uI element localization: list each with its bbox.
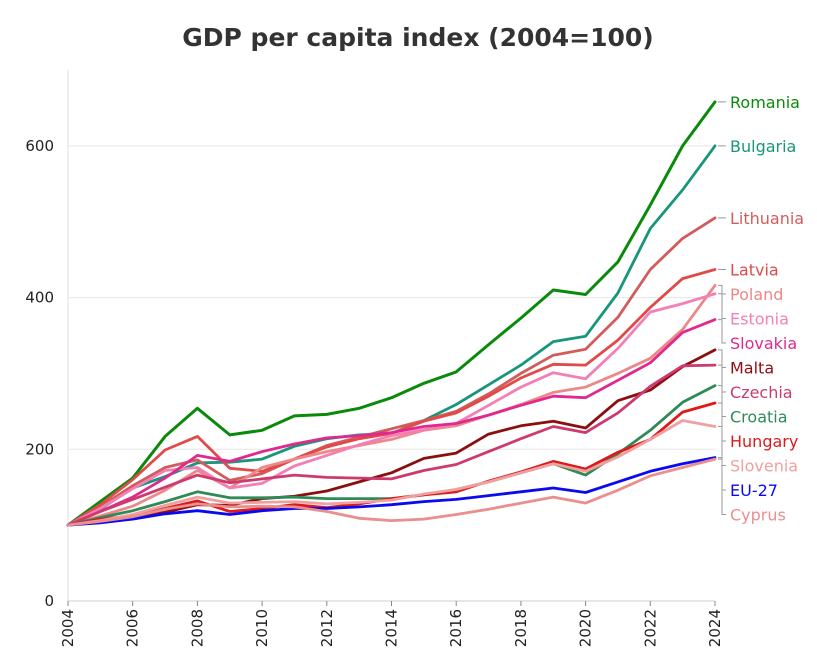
series-label: Latvia <box>730 261 779 280</box>
series-label: Croatia <box>730 408 788 427</box>
series-line-czechia <box>66 363 717 527</box>
series-label: Slovenia <box>730 457 798 476</box>
series-label: Cyprus <box>730 506 786 525</box>
series-label: Bulgaria <box>730 137 796 156</box>
y-tick-label: 200 <box>25 440 54 458</box>
axes: 0 200 400 600 2004 2006 2008 2010 2012 2014 2016 20… <box>25 70 724 647</box>
series-line-cyprus <box>66 457 717 527</box>
series-label: EU-27 <box>730 481 778 500</box>
series-label: Estonia <box>730 310 789 329</box>
label-leader <box>718 385 726 418</box>
label-leader <box>718 284 726 295</box>
y-tick-label: 0 <box>44 592 54 610</box>
label-leader <box>718 402 726 442</box>
series-label: Slovakia <box>730 334 797 353</box>
series-labels: Romania Bulgaria Lithuania Latvia Poland Esto… <box>718 93 804 525</box>
label-leader <box>718 426 726 467</box>
series-line-malta <box>66 348 717 527</box>
label-leader <box>718 319 726 344</box>
y-tick-label: 600 <box>25 137 54 155</box>
x-tick-label: 2014 <box>383 609 401 647</box>
y-tick-label: 400 <box>25 289 54 307</box>
series-label: Poland <box>730 285 783 304</box>
series-label: Czechia <box>730 383 793 402</box>
series-line-romania <box>66 100 717 527</box>
x-tick-label: 2008 <box>188 609 206 647</box>
series-line-slovakia <box>66 318 717 527</box>
label-leader <box>718 293 726 320</box>
series-line-slovenia <box>66 419 717 527</box>
x-tick-label: 2004 <box>59 609 77 647</box>
series-line-lithuania <box>66 216 717 527</box>
label-leader <box>718 349 726 369</box>
series-label: Malta <box>730 359 774 378</box>
chart-title: GDP per capita index (2004=100) <box>182 23 653 52</box>
x-tick-label: 2020 <box>577 609 595 647</box>
series-line-hungary <box>66 401 717 527</box>
x-tick-label: 2010 <box>253 609 271 647</box>
series-lines <box>66 100 717 527</box>
x-tick-label: 2022 <box>641 609 659 647</box>
x-tick-label: 2012 <box>318 609 336 647</box>
label-leader <box>718 458 726 516</box>
x-tick-label: 2016 <box>447 609 465 647</box>
series-line-eu-27 <box>66 456 717 527</box>
x-tick-label: 2006 <box>124 609 142 647</box>
x-tick-label: 2024 <box>706 609 724 647</box>
label-leader <box>718 364 726 393</box>
series-label: Hungary <box>730 432 798 451</box>
series-label: Romania <box>730 93 800 112</box>
series-label: Lithuania <box>730 209 804 228</box>
x-tick-label: 2018 <box>512 609 530 647</box>
